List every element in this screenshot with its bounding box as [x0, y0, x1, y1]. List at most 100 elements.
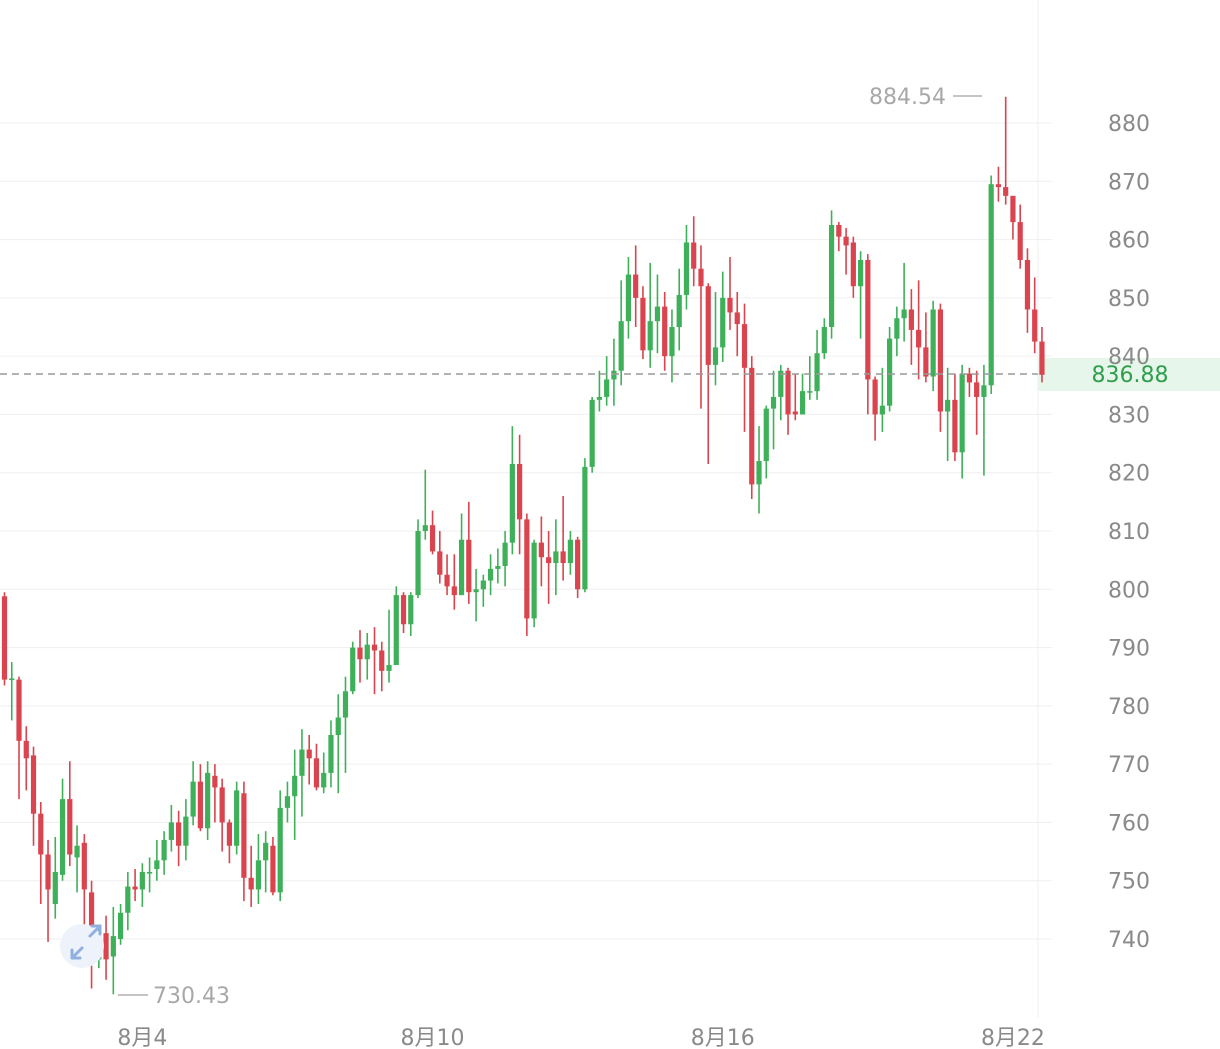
candle[interactable] [850, 236, 856, 298]
candle[interactable] [451, 554, 457, 610]
candle[interactable] [988, 175, 994, 395]
candle[interactable] [299, 729, 305, 817]
candle[interactable] [190, 761, 196, 826]
candle[interactable] [147, 857, 153, 893]
candle[interactable] [770, 370, 777, 450]
candle[interactable] [473, 568, 479, 622]
candle[interactable] [582, 458, 588, 593]
candle[interactable] [248, 845, 254, 907]
candle[interactable] [952, 373, 958, 462]
candle[interactable] [342, 676, 349, 773]
candle[interactable] [741, 303, 748, 432]
candle[interactable] [466, 501, 472, 604]
candle[interactable] [335, 694, 341, 794]
candle[interactable] [9, 662, 15, 721]
candle[interactable] [328, 720, 334, 788]
candle[interactable] [676, 268, 682, 351]
candle[interactable] [916, 280, 922, 380]
candle[interactable] [176, 810, 182, 867]
candle[interactable] [429, 510, 436, 555]
candle[interactable] [966, 367, 973, 397]
candle[interactable] [712, 292, 719, 386]
candle[interactable] [110, 906, 116, 995]
candle[interactable] [357, 630, 363, 683]
candle[interactable] [930, 300, 936, 392]
candle[interactable] [662, 292, 668, 371]
candle[interactable] [16, 676, 22, 800]
candle[interactable] [234, 781, 240, 855]
candle[interactable] [502, 531, 508, 587]
candle[interactable] [640, 286, 646, 360]
candle[interactable] [444, 554, 450, 596]
candle[interactable] [487, 554, 494, 596]
candle[interactable] [415, 519, 421, 599]
candle[interactable] [263, 831, 269, 893]
candle[interactable] [857, 251, 864, 339]
candle[interactable] [321, 752, 327, 794]
candle[interactable] [212, 764, 218, 823]
candle[interactable] [814, 329, 820, 400]
candle[interactable] [495, 548, 501, 584]
candle[interactable] [480, 574, 486, 607]
candle[interactable] [226, 819, 233, 864]
candle[interactable] [379, 641, 385, 692]
candle[interactable] [23, 726, 29, 791]
candle[interactable] [350, 641, 356, 695]
candle[interactable] [778, 364, 784, 421]
candle[interactable] [604, 356, 610, 406]
candle[interactable] [74, 825, 80, 893]
candle[interactable] [756, 426, 762, 514]
candle[interactable] [618, 280, 624, 386]
candle[interactable] [727, 257, 733, 330]
candle[interactable] [458, 513, 465, 596]
candle[interactable] [894, 306, 900, 357]
candle[interactable] [691, 216, 697, 287]
candle[interactable] [698, 245, 704, 409]
candle[interactable] [59, 778, 66, 881]
candle[interactable] [30, 746, 37, 846]
candle[interactable] [560, 496, 566, 581]
candle[interactable] [284, 781, 291, 823]
candle[interactable] [371, 627, 378, 695]
candle[interactable] [386, 609, 392, 683]
candle[interactable] [524, 513, 530, 636]
candle[interactable] [669, 309, 675, 383]
candle[interactable] [959, 364, 965, 479]
candle[interactable] [836, 222, 842, 252]
candle[interactable] [821, 318, 827, 360]
candle[interactable] [937, 303, 943, 432]
candle[interactable] [38, 802, 44, 905]
candle[interactable] [995, 166, 1002, 202]
candle[interactable] [219, 778, 225, 852]
candle[interactable] [720, 271, 726, 362]
candle[interactable] [734, 292, 740, 357]
candle[interactable] [625, 257, 632, 339]
candle[interactable] [1032, 277, 1038, 354]
candle[interactable] [538, 516, 544, 587]
candle[interactable] [974, 370, 980, 435]
candle[interactable] [879, 367, 885, 432]
candle[interactable] [575, 536, 581, 599]
candle[interactable] [125, 871, 131, 931]
candle[interactable] [654, 274, 661, 354]
candle[interactable] [589, 396, 595, 473]
candle[interactable] [168, 804, 174, 852]
candle[interactable] [633, 245, 639, 327]
candle[interactable] [872, 376, 878, 441]
candle[interactable] [828, 210, 835, 339]
candle[interactable] [132, 869, 138, 902]
candle[interactable] [255, 834, 262, 905]
candle[interactable] [792, 373, 798, 421]
candle[interactable] [67, 761, 73, 867]
candle[interactable] [270, 837, 276, 896]
candle[interactable] [596, 370, 603, 412]
candle[interactable] [277, 790, 283, 902]
candle[interactable] [509, 426, 515, 555]
arrow-collapse-icon[interactable] [60, 924, 104, 968]
candle[interactable] [161, 831, 167, 875]
candle[interactable] [45, 839, 51, 942]
candle[interactable] [400, 592, 407, 633]
candle[interactable] [799, 373, 806, 415]
candle[interactable] [908, 289, 914, 365]
candle[interactable] [103, 915, 109, 980]
